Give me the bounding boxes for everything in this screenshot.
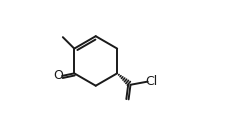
- Text: O: O: [54, 69, 64, 82]
- Text: Cl: Cl: [145, 75, 158, 88]
